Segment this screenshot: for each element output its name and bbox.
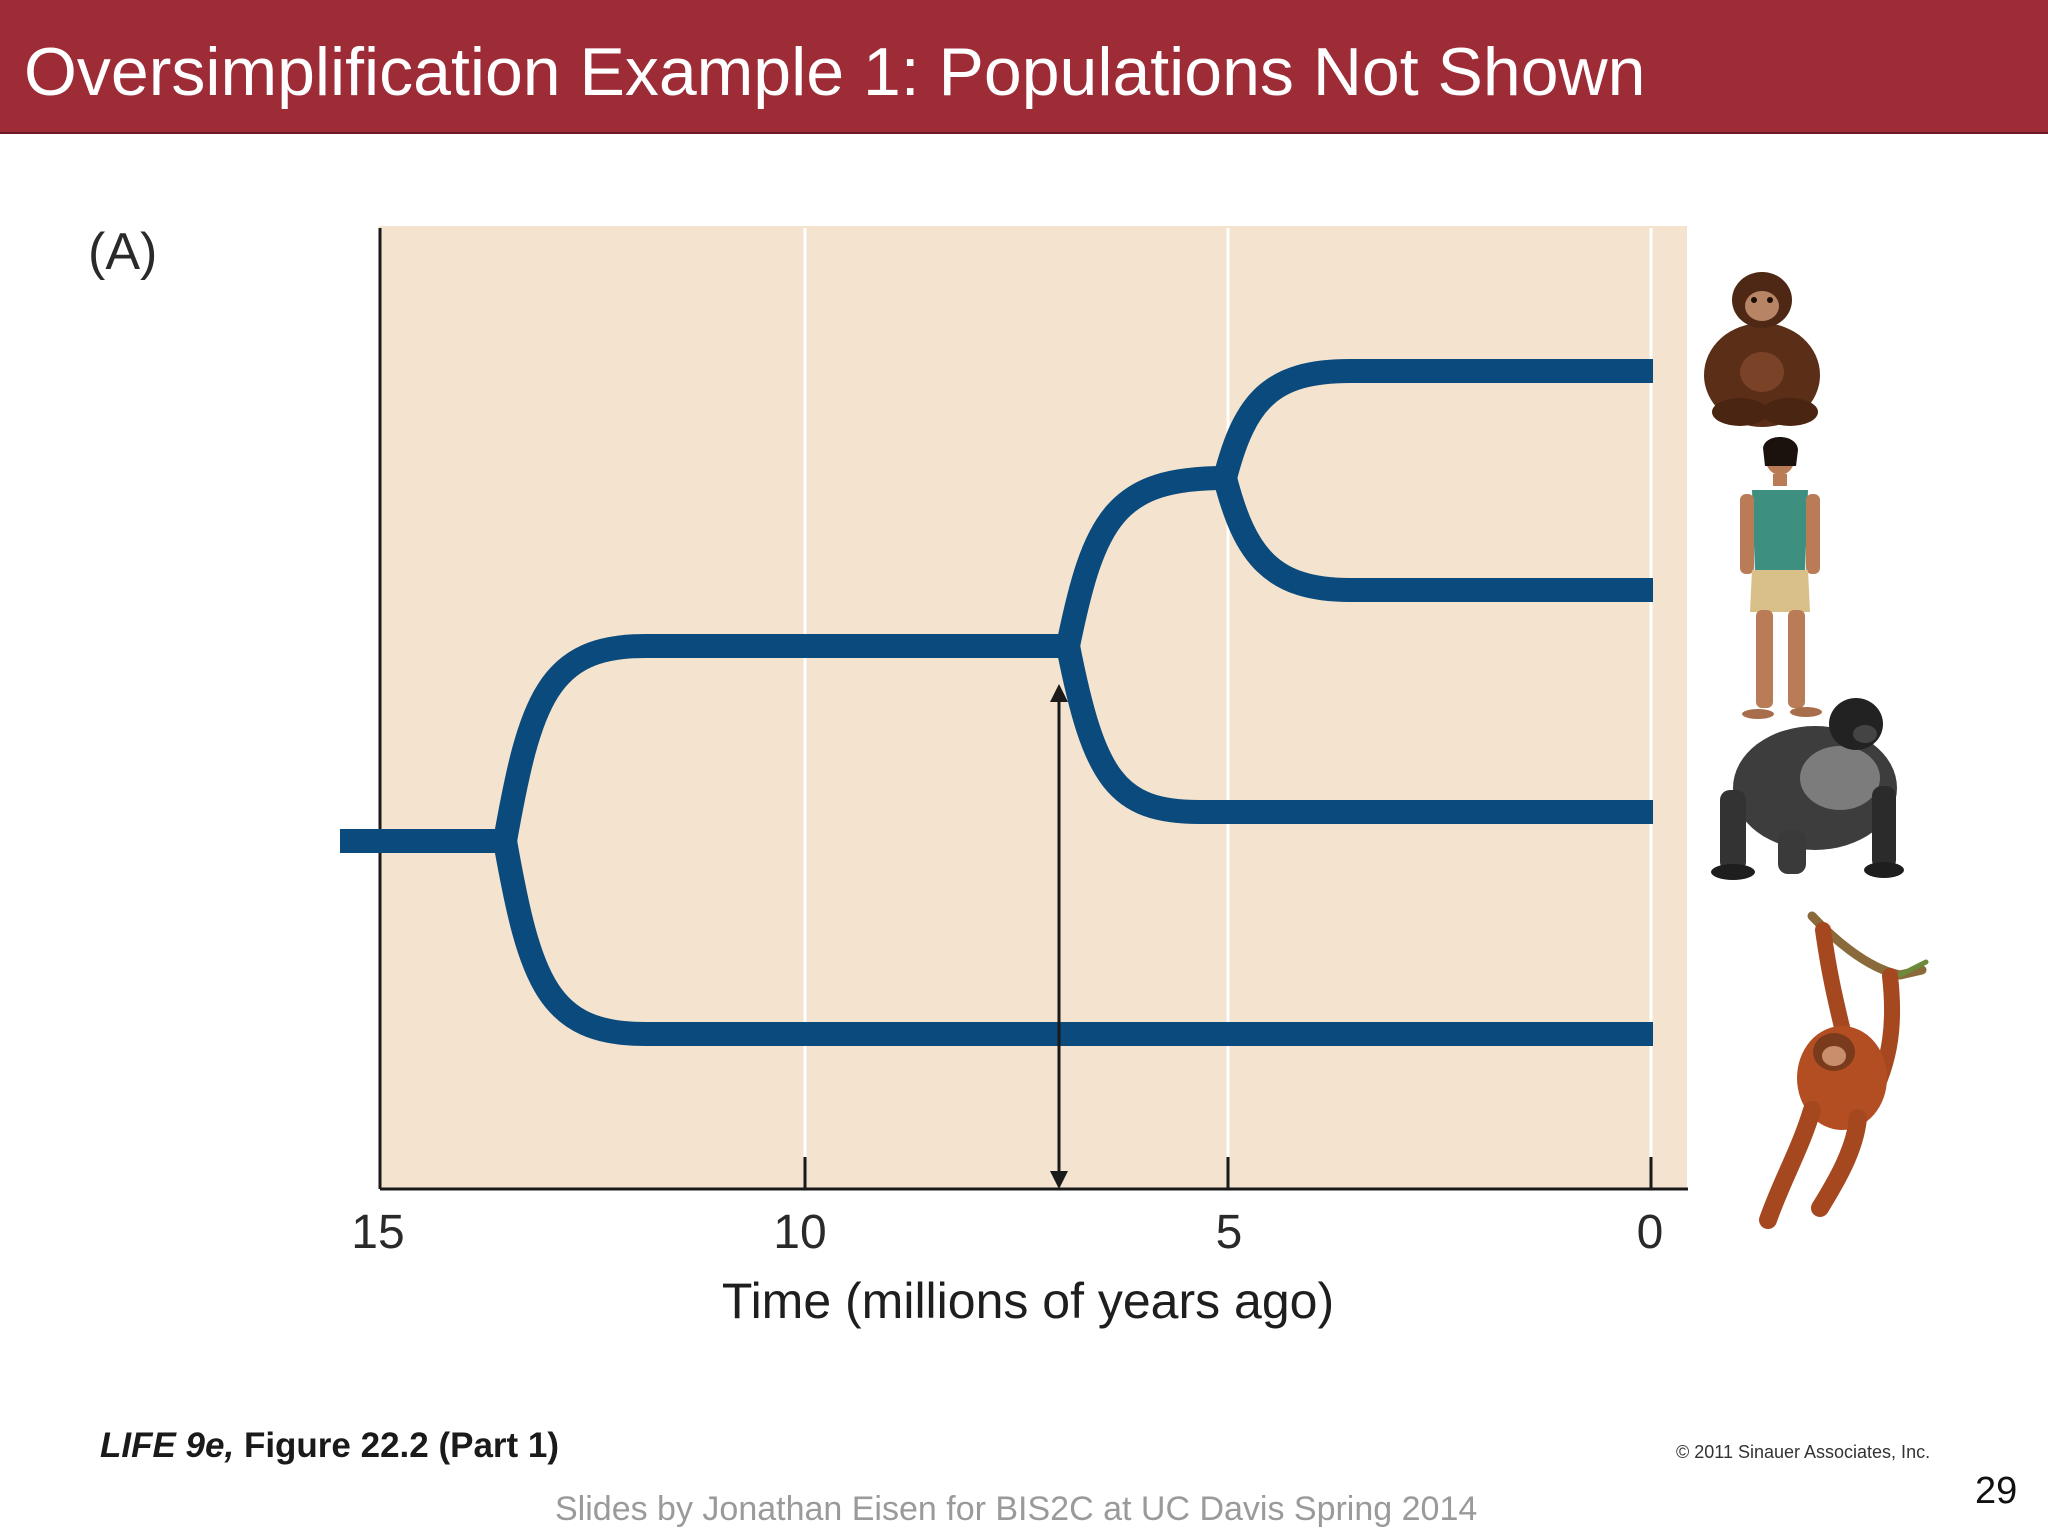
x-axis-title: Time (millions of years ago)	[722, 1273, 1334, 1329]
slide-title: Oversimplification Example 1: Population…	[24, 34, 1646, 110]
slide-footer: Slides by Jonathan Eisen for BIS2C at UC…	[555, 1490, 1478, 1528]
branch-gorilla	[1056, 643, 1653, 824]
gorilla-illustration	[1711, 698, 1904, 880]
figure-credit: LIFE 9e, Figure 22.2 (Part 1)	[100, 1426, 559, 1466]
chimpanzee-illustration	[1704, 272, 1820, 427]
credit-book-title: LIFE 9e,	[100, 1426, 235, 1465]
orangutan-illustration	[1759, 911, 1929, 1229]
human-illustration	[1740, 436, 1822, 719]
tick-label-5: 5	[1216, 1206, 1243, 1259]
copyright-notice: © 2011 Sinauer Associates, Inc.	[1676, 1442, 1931, 1462]
branch-to-human-chimp	[1056, 466, 1226, 649]
tick-label-15: 15	[351, 1206, 404, 1259]
branch-chimpanzee	[1213, 359, 1653, 481]
credit-figure-number: Figure 22.2 (Part 1)	[234, 1426, 560, 1465]
branch-orangutan	[493, 838, 1653, 1046]
page-number: 29	[1975, 1470, 2018, 1512]
branch-human	[1213, 475, 1653, 602]
tick-label-0: 0	[1637, 1206, 1664, 1259]
tree-branches	[340, 359, 1653, 1046]
tick-label-10: 10	[773, 1206, 826, 1259]
title-bar: Oversimplification Example 1: Population…	[0, 0, 2048, 134]
branch-to-great-apes	[493, 634, 1068, 844]
panel-label: (A)	[88, 223, 158, 281]
axes	[378, 228, 1688, 1191]
